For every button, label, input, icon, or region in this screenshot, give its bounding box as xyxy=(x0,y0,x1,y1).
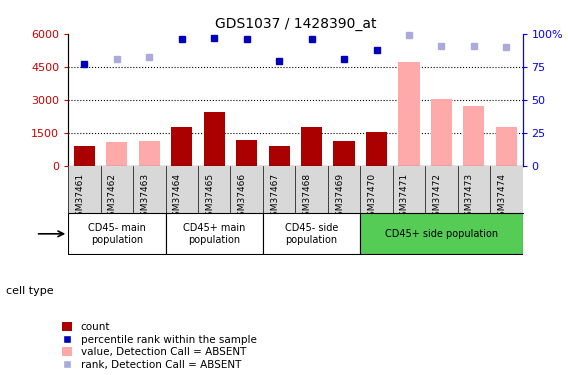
Text: CD45- side
population: CD45- side population xyxy=(285,223,339,245)
Bar xyxy=(74,146,95,165)
Text: CD45+ side population: CD45+ side population xyxy=(385,229,498,239)
Bar xyxy=(68,213,165,254)
Bar xyxy=(106,142,127,165)
Text: GSM37461: GSM37461 xyxy=(76,172,85,222)
Text: GSM37468: GSM37468 xyxy=(303,172,312,222)
Text: CD45- main
population: CD45- main population xyxy=(88,223,146,245)
Bar xyxy=(139,141,160,165)
Bar xyxy=(301,127,322,165)
Bar xyxy=(333,141,354,165)
Legend: count, percentile rank within the sample, value, Detection Call = ABSENT, rank, : count, percentile rank within the sample… xyxy=(62,322,257,370)
Title: GDS1037 / 1428390_at: GDS1037 / 1428390_at xyxy=(215,17,376,32)
Bar xyxy=(236,140,257,165)
Bar xyxy=(366,132,387,165)
Bar xyxy=(171,127,193,165)
Bar xyxy=(269,146,290,165)
Bar xyxy=(496,127,517,165)
Text: GSM37471: GSM37471 xyxy=(400,172,409,222)
Text: GSM37467: GSM37467 xyxy=(270,172,279,222)
Text: GSM37473: GSM37473 xyxy=(465,172,474,222)
Bar xyxy=(463,106,485,165)
Bar xyxy=(431,99,452,165)
Text: cell type: cell type xyxy=(6,286,53,296)
Bar xyxy=(263,213,360,254)
Bar xyxy=(165,213,263,254)
Bar xyxy=(398,62,420,165)
Text: GSM37472: GSM37472 xyxy=(432,172,441,222)
Text: GSM37474: GSM37474 xyxy=(498,172,506,222)
Text: CD45+ main
population: CD45+ main population xyxy=(183,223,245,245)
Text: GSM37469: GSM37469 xyxy=(335,172,344,222)
Text: GSM37463: GSM37463 xyxy=(140,172,149,222)
Text: GSM37470: GSM37470 xyxy=(367,172,377,222)
Text: GSM37465: GSM37465 xyxy=(205,172,214,222)
Text: GSM37464: GSM37464 xyxy=(173,172,182,222)
Bar xyxy=(204,112,225,165)
Bar xyxy=(360,213,523,254)
Text: GSM37462: GSM37462 xyxy=(108,172,117,222)
Text: GSM37466: GSM37466 xyxy=(237,172,247,222)
